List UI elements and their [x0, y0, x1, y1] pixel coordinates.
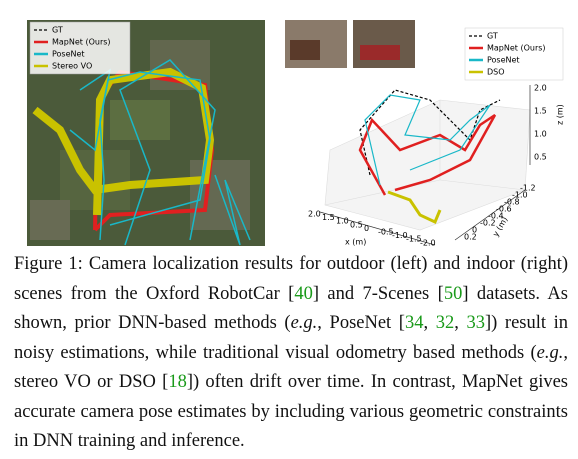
- caption-text: ]) result in noisy estimations, while tr…: [14, 313, 569, 363]
- legend-label: DSO: [487, 68, 505, 77]
- caption-text: Figure 1: Camera localization results fo…: [14, 254, 568, 304]
- x-axis: [319, 211, 436, 246]
- z-axis-label: z (m): [556, 104, 565, 125]
- z-tick-label: 1.5: [534, 107, 547, 116]
- x-tick-label: -2.0: [420, 238, 436, 247]
- posenet-trajectory: [364, 94, 491, 186]
- caption: Figure 1: Camera localization results fo…: [14, 250, 568, 457]
- citation: 50: [443, 283, 463, 304]
- caption-text: ] datasets. As shown, prior DNN-based me…: [14, 283, 568, 334]
- legend-label: GT: [52, 26, 63, 35]
- y-tick-label: -0.6: [496, 205, 512, 214]
- posenet-trajectory: [69, 59, 251, 246]
- y-tick-label: 0.2: [464, 233, 477, 242]
- caption-text: , PoseNet [: [317, 313, 405, 333]
- x-tick-label: 2.0: [308, 210, 321, 219]
- x-tick-label: -0.5: [378, 228, 394, 237]
- scene-photo-detail: [360, 45, 400, 60]
- x-tick-label: 0: [364, 224, 369, 233]
- scene-photo: [353, 20, 415, 68]
- citation: 18: [168, 372, 187, 392]
- legend-label: GT: [487, 32, 498, 41]
- caption-text: e.g.: [290, 313, 318, 333]
- y-tick-label: -1.2: [520, 184, 536, 193]
- figure: GT MapNet (Ours) PoseNet Stereo VO GT MapNet…: [27, 20, 565, 247]
- y-tick-label: -1.0: [512, 191, 528, 200]
- x-tick-label: -1.0: [392, 231, 408, 240]
- caption-text: ,: [423, 313, 436, 333]
- y-axis: [454, 189, 526, 241]
- gt-trajectory: [359, 89, 501, 176]
- citation: 33: [466, 313, 485, 333]
- dso-trajectory: [387, 190, 442, 225]
- x-axis-label: x (m): [345, 238, 366, 247]
- scene-photo-detail: [290, 40, 320, 60]
- legend-label: PoseNet: [487, 56, 520, 65]
- legend-box: [29, 21, 131, 75]
- citation: 40: [294, 283, 313, 304]
- mapnet-trajectory: [358, 113, 497, 196]
- y-tick-label: 0: [472, 226, 477, 235]
- legend-label: MapNet (Ours): [487, 44, 546, 53]
- x-tick-label: 1.0: [336, 217, 349, 226]
- z-tick-label: 1.0: [534, 130, 547, 139]
- legend-label: MapNet (Ours): [52, 38, 111, 47]
- caption-text: e.g.: [536, 342, 564, 363]
- x-tick-label: -1.5: [406, 235, 422, 244]
- legend-label: Stereo VO: [52, 62, 92, 71]
- y-tick-label: -0.4: [488, 212, 504, 221]
- caption-text: ,: [454, 313, 467, 333]
- axes-3d: [324, 99, 531, 231]
- z-tick-label: 2.0: [534, 84, 547, 93]
- caption-text: , stereo VO or DSO [: [14, 342, 568, 393]
- caption-text: ] and 7-Scenes [: [312, 283, 444, 304]
- x-tick-label: 0.5: [350, 220, 363, 229]
- y-tick-label: -0.2: [480, 219, 496, 228]
- z-tick-label: 0.5: [534, 153, 547, 162]
- legend-label: PoseNet: [52, 50, 85, 59]
- citation: 34: [404, 313, 424, 333]
- y-tick-label: -0.8: [504, 198, 520, 207]
- x-tick-label: 1.5: [322, 213, 335, 222]
- citation: 32: [435, 313, 455, 333]
- caption-text: ]) often drift over time. In contrast, M…: [14, 372, 568, 451]
